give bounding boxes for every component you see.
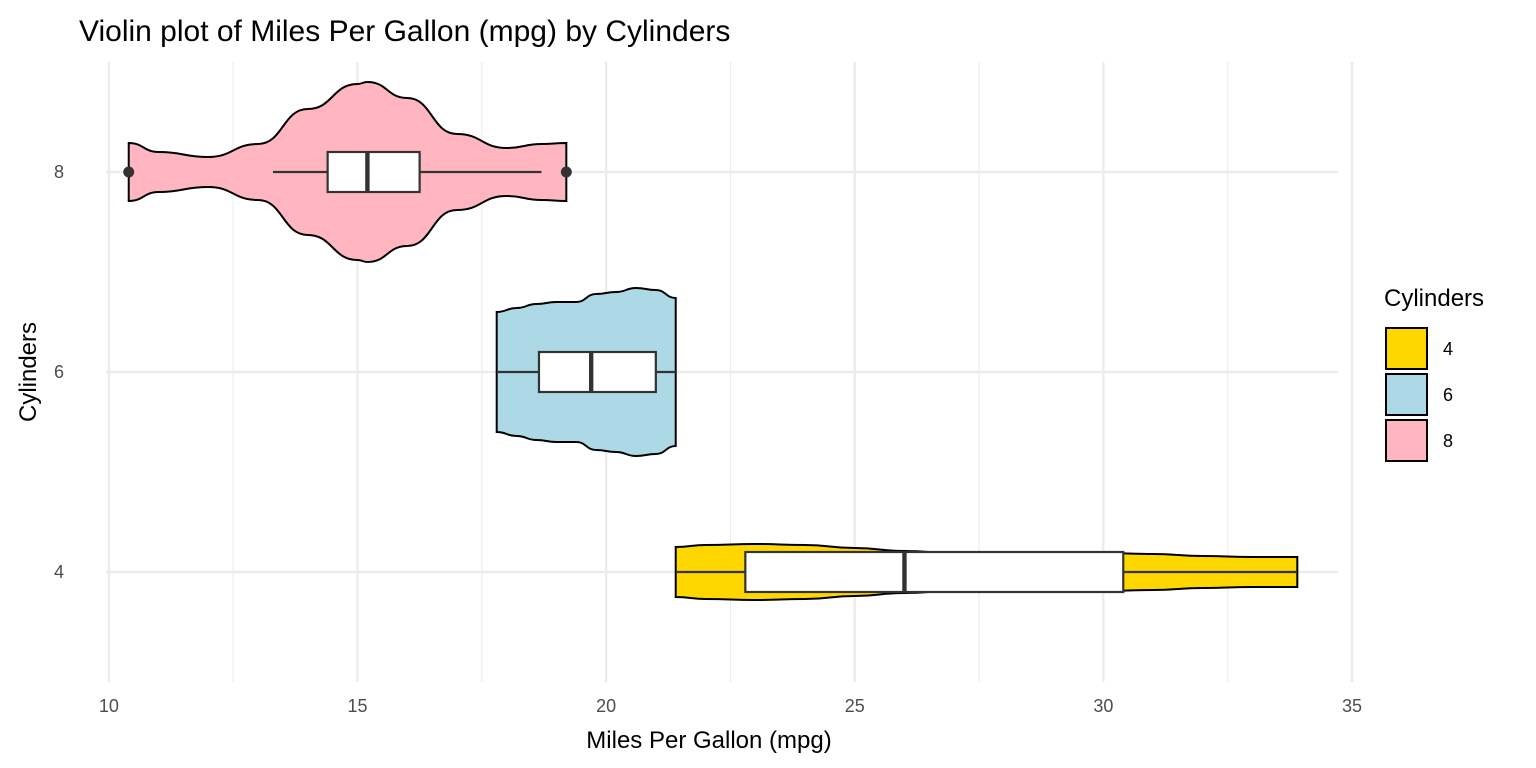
legend-key-8 <box>1385 419 1428 462</box>
legend-label-4: 4 <box>1443 339 1453 359</box>
legend-label-8: 8 <box>1443 431 1453 451</box>
y-tick-label: 8 <box>54 162 64 182</box>
legend-key-4 <box>1385 327 1428 370</box>
x-tick-label: 15 <box>347 696 367 716</box>
x-tick-label: 30 <box>1093 696 1113 716</box>
boxplots <box>123 150 1298 594</box>
y-tick-label: 4 <box>54 562 64 582</box>
y-axis-title: Cylinders <box>15 322 42 422</box>
legend-key-6 <box>1385 373 1428 416</box>
x-tick-label: 25 <box>845 696 865 716</box>
outlier-point-8 <box>123 166 135 178</box>
x-tick-label: 20 <box>596 696 616 716</box>
legend-label-6: 6 <box>1443 385 1453 405</box>
legend-title: Cylinders <box>1384 285 1484 312</box>
box-4 <box>744 550 1125 594</box>
chart-title: Violin plot of Miles Per Gallon (mpg) by… <box>79 15 730 48</box>
outlier-point-8 <box>560 166 572 178</box>
x-axis-ticks: 10 15 20 25 30 35 <box>99 696 1362 716</box>
box-8 <box>326 150 421 194</box>
violins <box>127 80 1299 602</box>
x-axis-title: Miles Per Gallon (mpg) <box>586 727 831 754</box>
legend: Cylinders 4 6 8 <box>1384 285 1484 462</box>
box-6 <box>537 350 657 394</box>
x-tick-label: 10 <box>99 696 119 716</box>
y-axis-ticks: 4 6 8 <box>54 162 64 582</box>
x-tick-label: 35 <box>1342 696 1362 716</box>
y-tick-label: 6 <box>54 362 64 382</box>
